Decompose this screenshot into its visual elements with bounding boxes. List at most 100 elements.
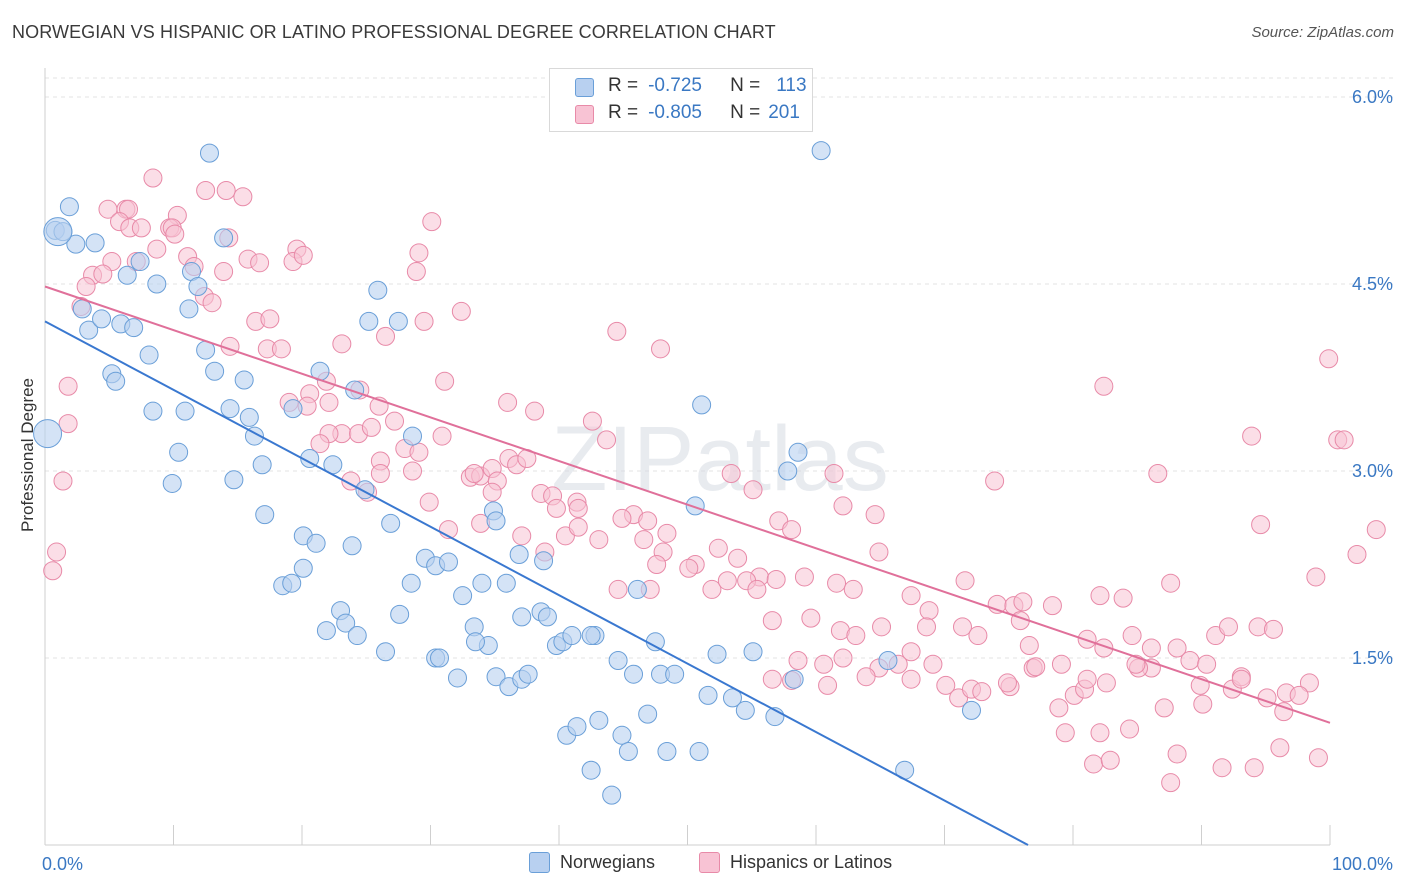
r-value: -0.725 (648, 75, 702, 96)
data-point-hispanics (1055, 723, 1075, 743)
data-point-hispanics (1180, 650, 1200, 670)
data-point-hispanics (1051, 654, 1071, 674)
data-point-hispanics (1212, 758, 1232, 778)
data-point-hispanics (1154, 698, 1174, 718)
data-point-hispanics (985, 471, 1005, 491)
data-point-hispanics (1126, 654, 1146, 674)
data-point-hispanics (568, 517, 588, 537)
data-point-norwegians (496, 573, 516, 593)
data-point-hispanics (196, 181, 216, 200)
data-point-hispanics (901, 586, 921, 606)
data-point-hispanics (1366, 520, 1386, 540)
data-point-norwegians (381, 513, 401, 533)
grid-lines (45, 77, 1395, 659)
data-point-hispanics (376, 326, 396, 346)
data-point-hispanics (1274, 702, 1294, 722)
data-point-hispanics (214, 262, 234, 282)
data-point-norwegians (306, 533, 326, 553)
data-point-norwegians (961, 700, 981, 720)
trend-line-hispanics (44, 285, 1331, 724)
data-point-hispanics (1090, 723, 1110, 743)
data-point-hispanics (901, 669, 921, 689)
data-point-hispanics (846, 626, 866, 646)
data-point-norwegians (581, 626, 601, 646)
data-point-norwegians (811, 141, 831, 161)
data-point-hispanics (53, 471, 73, 491)
data-point-hispanics (451, 301, 471, 321)
data-point-hispanics (794, 567, 814, 587)
data-point-hispanics (361, 417, 381, 437)
data-point-norwegians (252, 455, 272, 475)
data-point-hispanics (833, 496, 853, 516)
data-point-hispanics (58, 414, 78, 434)
data-point-hispanics (814, 654, 834, 674)
data-point-hispanics (1347, 545, 1367, 565)
data-point-hispanics (1026, 657, 1046, 677)
data-point-hispanics (919, 601, 939, 621)
data-point-norwegians (657, 742, 677, 761)
data-point-hispanics (1289, 685, 1309, 705)
data-point-norwegians (224, 470, 244, 490)
data-point-norwegians (124, 318, 144, 338)
data-point-norwegians (117, 265, 137, 285)
data-point-hispanics (1231, 669, 1251, 689)
data-point-norwegians (376, 642, 396, 662)
data-point-norwegians (214, 228, 234, 248)
data-point-norwegians (199, 143, 219, 163)
data-point-norwegians (685, 496, 705, 516)
data-point-hispanics (1306, 567, 1326, 587)
data-point-hispanics (525, 401, 545, 421)
data-point-norwegians (537, 607, 557, 627)
data-point-norwegians (92, 309, 112, 329)
data-point-hispanics (341, 471, 361, 491)
data-point-hispanics (708, 538, 728, 558)
data-point-hispanics (409, 442, 429, 462)
data-point-hispanics (647, 555, 667, 574)
legend-item-hispanics: Hispanics or Latinos (699, 852, 892, 873)
data-point-hispanics (1197, 654, 1217, 674)
data-point-hispanics (165, 224, 185, 244)
data-point-hispanics (782, 520, 802, 540)
legend-row-hispanics: R = -0.805 N = 201 (608, 101, 800, 125)
data-point-hispanics (1019, 636, 1039, 656)
data-point-hispanics (651, 339, 671, 359)
data-point-norwegians (59, 197, 79, 217)
legend-swatch-norwegians (529, 852, 550, 873)
r-label: R = (608, 75, 639, 96)
data-point-hispanics (422, 212, 442, 232)
data-point-norwegians (778, 461, 798, 481)
data-point-norwegians (175, 401, 195, 421)
data-point-norwegians (878, 650, 898, 670)
data-point-hispanics (58, 376, 78, 396)
data-point-hispanics (1167, 638, 1187, 658)
data-point-norwegians (638, 704, 658, 724)
data-point-hispanics (202, 293, 222, 313)
data-point-hispanics (972, 682, 992, 702)
data-point-norwegians (722, 688, 742, 708)
data-point-hispanics (801, 608, 821, 628)
data-point-norwegians (316, 621, 336, 641)
data-point-norwegians (293, 558, 313, 578)
legend-swatch-hispanics (575, 105, 594, 124)
data-point-norwegians (143, 401, 163, 421)
data-point-hispanics (1084, 754, 1104, 774)
data-point-hispanics (332, 334, 352, 354)
data-point-hispanics (1334, 430, 1354, 450)
data-point-norwegians (130, 252, 150, 272)
data-point-hispanics (147, 239, 167, 259)
data-point-hispanics (1242, 426, 1262, 446)
data-point-hispanics (1141, 638, 1161, 658)
data-point-hispanics (657, 523, 677, 543)
data-point-norwegians (205, 361, 225, 381)
legend-label-norwegians: Norwegians (560, 852, 656, 872)
data-point-hispanics (512, 526, 532, 546)
data-point-hispanics (1308, 748, 1328, 768)
data-point-norwegians (567, 717, 587, 737)
data-point-norwegians (390, 604, 410, 624)
data-point-norwegians (139, 345, 159, 365)
data-point-hispanics (721, 463, 741, 483)
data-point-norwegians (689, 742, 709, 761)
data-point-hispanics (843, 579, 863, 599)
data-point-norwegians (347, 626, 367, 646)
